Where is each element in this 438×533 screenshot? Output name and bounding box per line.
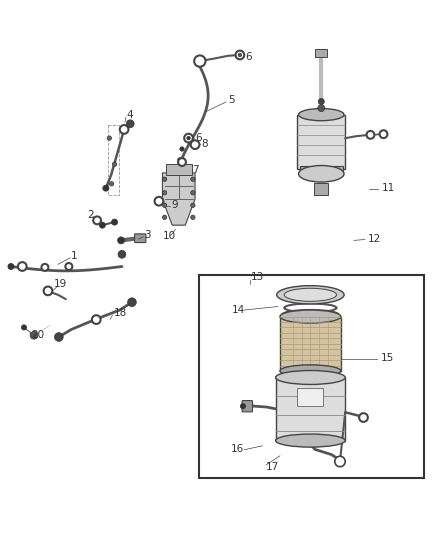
Circle shape (162, 215, 167, 220)
Text: 17: 17 (266, 462, 279, 472)
Circle shape (194, 55, 205, 67)
Text: 19: 19 (53, 279, 67, 289)
FancyBboxPatch shape (134, 234, 146, 243)
Text: 11: 11 (382, 183, 396, 193)
Circle shape (103, 185, 109, 191)
Bar (166, 164, 192, 175)
Bar (297, 115, 345, 168)
Ellipse shape (284, 288, 336, 301)
Circle shape (93, 216, 101, 224)
Text: 20: 20 (31, 330, 44, 340)
Circle shape (44, 287, 52, 295)
Ellipse shape (284, 303, 336, 312)
Circle shape (184, 134, 193, 142)
Bar (300, 166, 343, 175)
Circle shape (367, 131, 374, 139)
Circle shape (99, 222, 106, 228)
Circle shape (21, 325, 27, 330)
Text: 13: 13 (251, 272, 264, 282)
Circle shape (162, 191, 167, 195)
Text: 15: 15 (381, 353, 394, 363)
Circle shape (335, 456, 345, 467)
Circle shape (92, 315, 101, 324)
Circle shape (191, 140, 199, 149)
Bar (276, 377, 345, 441)
Circle shape (318, 104, 325, 111)
Circle shape (112, 219, 117, 225)
Text: 5: 5 (228, 95, 234, 105)
Circle shape (65, 263, 72, 270)
Bar (314, 182, 328, 195)
Circle shape (187, 136, 190, 140)
Circle shape (191, 215, 195, 220)
Circle shape (359, 413, 368, 422)
Ellipse shape (276, 370, 345, 384)
Circle shape (155, 197, 163, 206)
Text: 8: 8 (201, 139, 208, 149)
Text: 16: 16 (231, 445, 244, 454)
Circle shape (240, 403, 246, 409)
Circle shape (54, 333, 63, 341)
Circle shape (178, 158, 186, 166)
Text: 6: 6 (245, 52, 252, 62)
Circle shape (110, 182, 114, 186)
Circle shape (113, 162, 117, 166)
Ellipse shape (276, 434, 345, 447)
Text: 1: 1 (71, 251, 78, 261)
Text: 18: 18 (114, 308, 127, 318)
Circle shape (117, 237, 124, 244)
Text: 3: 3 (144, 230, 151, 240)
Text: 2: 2 (88, 210, 94, 220)
Ellipse shape (299, 166, 344, 182)
Circle shape (42, 264, 48, 271)
Circle shape (127, 298, 136, 306)
Bar (315, 50, 327, 57)
Circle shape (118, 251, 126, 258)
Text: 6: 6 (195, 133, 202, 143)
Circle shape (178, 158, 182, 162)
Text: 7: 7 (192, 165, 199, 175)
Circle shape (18, 262, 27, 271)
Circle shape (8, 263, 14, 270)
Text: 10: 10 (162, 231, 176, 241)
Ellipse shape (277, 286, 344, 304)
Ellipse shape (299, 109, 344, 120)
Circle shape (236, 51, 244, 59)
Bar (280, 317, 341, 371)
Circle shape (30, 332, 38, 339)
Ellipse shape (282, 310, 339, 319)
Circle shape (238, 53, 242, 56)
Ellipse shape (280, 365, 341, 377)
Circle shape (162, 203, 167, 207)
Text: 4: 4 (127, 110, 133, 120)
Bar (199, 275, 424, 478)
Circle shape (126, 120, 134, 128)
Text: 9: 9 (171, 200, 178, 209)
Text: 14: 14 (232, 305, 245, 315)
Circle shape (318, 99, 324, 104)
Circle shape (107, 136, 112, 140)
Bar (297, 389, 323, 406)
Polygon shape (162, 173, 195, 225)
Circle shape (191, 191, 195, 195)
FancyBboxPatch shape (242, 400, 253, 412)
Circle shape (380, 130, 388, 138)
Circle shape (191, 203, 195, 207)
Circle shape (191, 177, 195, 181)
Circle shape (162, 177, 167, 181)
Circle shape (120, 125, 128, 134)
Text: 12: 12 (368, 233, 381, 244)
Ellipse shape (280, 310, 341, 323)
Circle shape (180, 147, 184, 151)
